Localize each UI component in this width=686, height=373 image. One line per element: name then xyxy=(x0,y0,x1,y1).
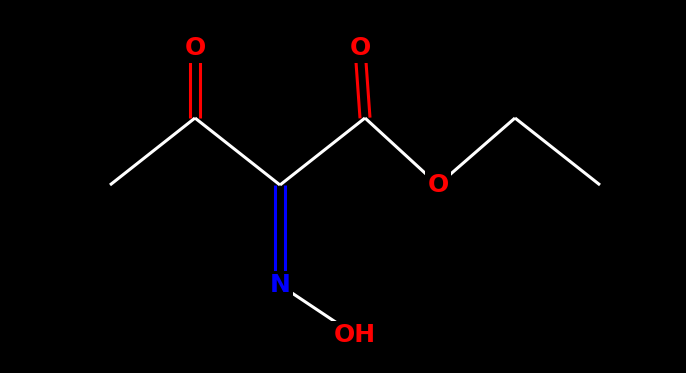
Text: O: O xyxy=(349,36,370,60)
Text: N: N xyxy=(270,273,290,297)
Text: OH: OH xyxy=(334,323,376,347)
Text: O: O xyxy=(427,173,449,197)
Text: O: O xyxy=(185,36,206,60)
